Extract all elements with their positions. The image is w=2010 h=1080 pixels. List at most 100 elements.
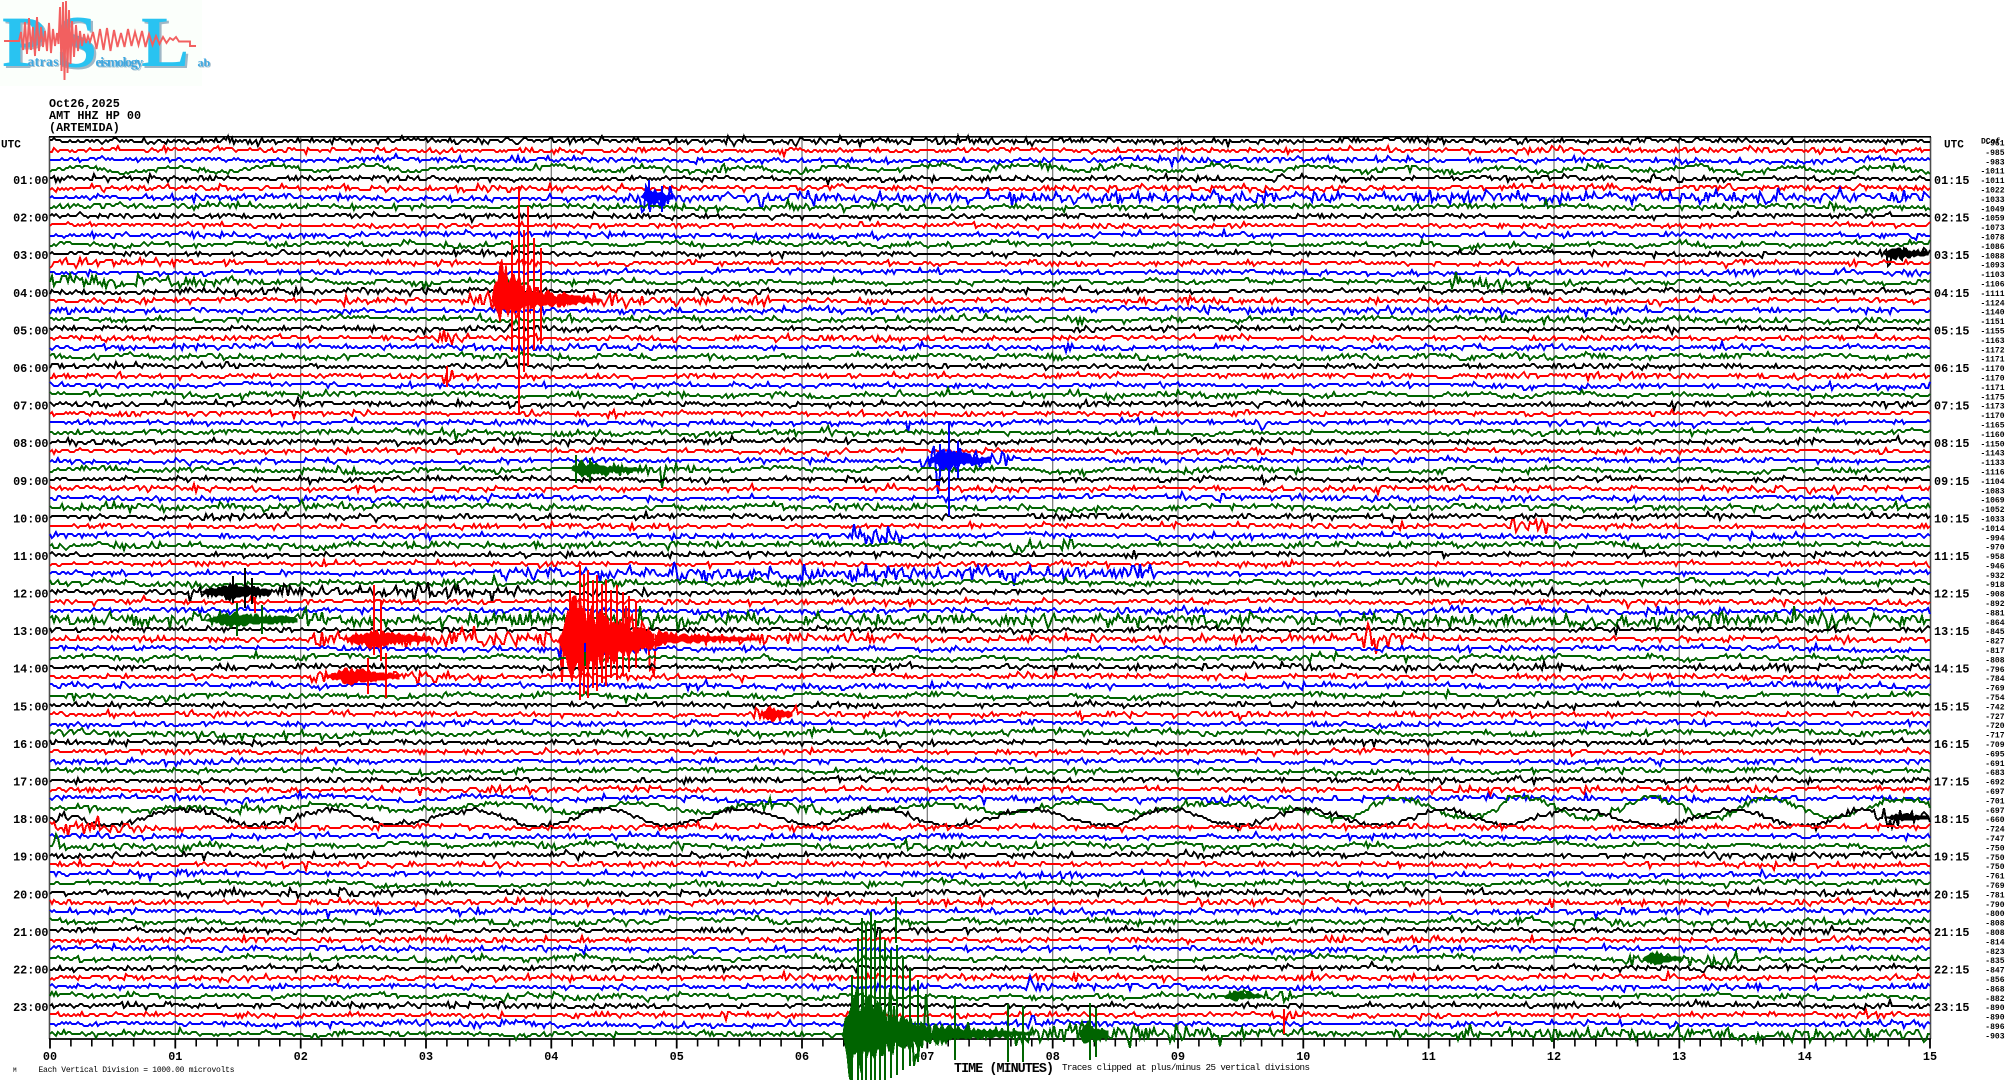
svg-text:-720: -720 [1985,722,2004,731]
svg-text:-808: -808 [1985,920,2004,929]
svg-text:16:15: 16:15 [1934,738,1969,752]
svg-text:08:00: 08:00 [13,437,48,451]
svg-text:-1103: -1103 [1980,271,2004,280]
svg-text:-1033: -1033 [1980,516,2004,525]
svg-text:-823: -823 [1985,948,2004,957]
svg-text:-845: -845 [1985,628,2004,637]
svg-text:-800: -800 [1985,910,2004,919]
svg-text:-817: -817 [1985,647,2004,656]
svg-text:ab: ab [199,57,212,71]
svg-text:-827: -827 [1985,638,2004,647]
svg-text:-985: -985 [1985,149,2004,158]
svg-text:-761: -761 [1985,873,2004,882]
svg-text:-1078: -1078 [1980,234,2004,243]
svg-text:00: 00 [43,1050,57,1064]
svg-text:17:15: 17:15 [1934,776,1969,790]
svg-text:-868: -868 [1985,985,2004,994]
svg-text:-1106: -1106 [1980,281,2004,290]
svg-text:22:00: 22:00 [13,964,48,978]
svg-text:-970: -970 [1985,544,2004,553]
svg-text:-1116: -1116 [1980,469,2004,478]
svg-text:-1173: -1173 [1980,403,2004,412]
svg-text:-1171: -1171 [1980,356,2004,365]
svg-text:-784: -784 [1985,675,2004,684]
svg-text:-983: -983 [1985,158,2004,167]
svg-text:-1140: -1140 [1980,309,2004,318]
svg-text:01: 01 [168,1050,182,1064]
svg-text:-1155: -1155 [1980,328,2004,337]
svg-text:Oct26,2025: Oct26,2025 [49,97,120,111]
svg-text:05:00: 05:00 [13,324,48,338]
svg-text:18:00: 18:00 [13,813,48,827]
svg-text:23:15: 23:15 [1934,1001,1969,1015]
svg-text:-1171: -1171 [1980,384,2004,393]
svg-text:-1014: -1014 [1980,525,2004,534]
svg-text:AMT HHZ HP 00: AMT HHZ HP 00 [49,109,141,123]
svg-text:-717: -717 [1985,732,2004,741]
svg-text:-961: -961 [1985,140,2004,149]
svg-text:09:00: 09:00 [13,475,48,489]
svg-text:-769: -769 [1985,685,2004,694]
svg-text:22:15: 22:15 [1934,964,1969,978]
svg-text:20:15: 20:15 [1934,888,1969,902]
svg-text:-847: -847 [1985,967,2004,976]
svg-text:-932: -932 [1985,572,2004,581]
svg-text:-1059: -1059 [1980,215,2004,224]
svg-text:21:15: 21:15 [1934,926,1969,940]
svg-text:-1170: -1170 [1980,365,2004,374]
svg-text:-890: -890 [1985,1004,2004,1013]
svg-text:08:15: 08:15 [1934,437,1969,451]
svg-text:-1049: -1049 [1980,205,2004,214]
svg-text:19:00: 19:00 [13,851,48,865]
svg-text:-890: -890 [1985,1014,2004,1023]
svg-text:-750: -750 [1985,854,2004,863]
svg-text:19:15: 19:15 [1934,851,1969,865]
svg-text:02: 02 [294,1050,308,1064]
svg-text:-958: -958 [1985,553,2004,562]
svg-text:11:00: 11:00 [13,550,48,564]
svg-text:15:00: 15:00 [13,700,48,714]
svg-text:eismology: eismology [96,55,144,70]
svg-text:05: 05 [670,1050,684,1064]
svg-text:07:00: 07:00 [13,400,48,414]
svg-text:10: 10 [1296,1050,1310,1064]
svg-text:23:00: 23:00 [13,1001,48,1015]
svg-text:02:15: 02:15 [1934,212,1969,226]
svg-text:L: L [143,4,191,84]
svg-text:-1086: -1086 [1980,243,2004,252]
svg-text:14:00: 14:00 [13,663,48,677]
svg-text:-814: -814 [1985,938,2004,947]
svg-text:-1124: -1124 [1980,299,2004,308]
svg-text:atras: atras [28,54,59,69]
svg-text:06:00: 06:00 [13,362,48,376]
svg-text:03:00: 03:00 [13,249,48,263]
svg-text:11: 11 [1422,1050,1436,1064]
svg-text:-896: -896 [1985,1023,2004,1032]
svg-text:14: 14 [1798,1050,1812,1064]
svg-text:05:15: 05:15 [1934,324,1969,338]
svg-text:-1133: -1133 [1980,459,2004,468]
svg-text:Each Vertical Division = 1000.: Each Vertical Division = 1000.00 microvo… [39,1066,235,1075]
svg-text:06:15: 06:15 [1934,362,1969,376]
svg-text:-701: -701 [1985,797,2004,806]
svg-text:06: 06 [795,1050,809,1064]
svg-text:-1175: -1175 [1980,393,2004,402]
svg-text:10:15: 10:15 [1934,512,1969,526]
svg-text:-946: -946 [1985,563,2004,572]
svg-text:-754: -754 [1985,694,2004,703]
svg-text:02:00: 02:00 [13,212,48,226]
svg-text:14:15: 14:15 [1934,663,1969,677]
svg-text:03:15: 03:15 [1934,249,1969,263]
svg-text:-692: -692 [1985,779,2004,788]
svg-text:04:00: 04:00 [13,287,48,301]
svg-text:atras: atras [29,55,60,70]
svg-text:-903: -903 [1985,1032,2004,1041]
svg-text:-808: -808 [1985,656,2004,665]
svg-text:13: 13 [1672,1050,1686,1064]
svg-text:-1083: -1083 [1980,487,2004,496]
svg-text:-1160: -1160 [1980,431,2004,440]
svg-text:-742: -742 [1985,703,2004,712]
svg-text:07:15: 07:15 [1934,400,1969,414]
svg-text:01:15: 01:15 [1934,174,1969,188]
svg-text:-781: -781 [1985,891,2004,900]
